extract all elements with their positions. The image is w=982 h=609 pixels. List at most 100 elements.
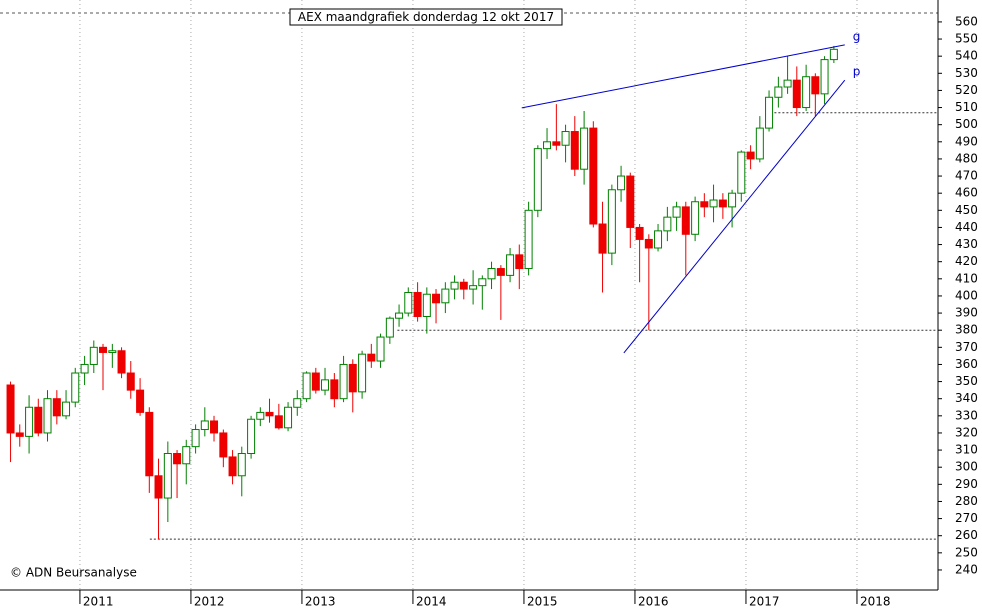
- candle-body: [376, 336, 385, 362]
- y-tick-label: 540: [955, 49, 978, 63]
- candle-body: [126, 372, 135, 391]
- candle-body: [228, 456, 237, 477]
- candle-body: [450, 281, 459, 290]
- candle-body: [404, 292, 413, 314]
- candle-body: [385, 317, 394, 338]
- candle-body: [422, 293, 431, 317]
- candle-body: [746, 151, 755, 160]
- candle-body: [700, 201, 709, 208]
- candle-body: [829, 48, 838, 61]
- y-tick-label: 360: [955, 357, 978, 371]
- y-tick-label: 430: [955, 237, 978, 251]
- x-tick-label: 2013: [305, 595, 336, 609]
- y-tick-label: 370: [955, 340, 978, 354]
- y-tick-label: 280: [955, 494, 978, 508]
- candle-body: [173, 453, 182, 465]
- candle-body: [43, 398, 52, 434]
- candle-body: [617, 175, 626, 191]
- x-tick-label: 2017: [749, 595, 780, 609]
- candle-body: [506, 254, 515, 276]
- trend-line: [623, 79, 846, 354]
- candle-body: [136, 389, 145, 413]
- candle-body: [755, 127, 764, 160]
- y-tick-label: 390: [955, 306, 978, 320]
- candle-body: [358, 353, 367, 393]
- candle-body: [62, 401, 71, 417]
- y-tick-label: 320: [955, 425, 978, 439]
- candle-body: [737, 151, 746, 194]
- candle-body: [654, 230, 663, 249]
- y-tick-label: 560: [955, 14, 978, 28]
- y-tick-label: 290: [955, 477, 978, 491]
- candle-body: [681, 206, 690, 235]
- candle-body: [561, 131, 570, 146]
- candle-body: [635, 226, 644, 240]
- candle-body: [145, 411, 154, 477]
- candle-body: [274, 415, 283, 429]
- candle-body: [432, 293, 441, 304]
- candle-body: [589, 127, 598, 225]
- y-tick-label: 420: [955, 254, 978, 268]
- candle-body: [200, 420, 209, 431]
- candle-body: [774, 86, 783, 98]
- candle-body: [163, 453, 172, 499]
- candle-body: [348, 363, 357, 393]
- x-tick-label: 2014: [416, 595, 447, 609]
- candle-body: [247, 418, 256, 455]
- candle-body: [570, 131, 579, 170]
- y-tick-label: 480: [955, 151, 978, 165]
- candle-body: [117, 350, 126, 374]
- y-tick-label: 510: [955, 100, 978, 114]
- candle-body: [709, 199, 718, 208]
- y-tick-label: 440: [955, 220, 978, 234]
- y-tick-label: 260: [955, 528, 978, 542]
- trend-line: [521, 44, 845, 109]
- y-tick-label: 530: [955, 66, 978, 80]
- y-tick-label: 340: [955, 391, 978, 405]
- candle-body: [339, 363, 348, 400]
- candle-body: [302, 372, 311, 400]
- x-tick-label: 2015: [527, 595, 558, 609]
- y-tick-label: 330: [955, 408, 978, 422]
- y-tick-label: 250: [955, 545, 978, 559]
- candle-body: [15, 432, 24, 437]
- candle-body: [607, 189, 616, 254]
- candle-body: [691, 201, 700, 235]
- candle-body: [524, 209, 533, 270]
- candle-body: [34, 406, 43, 434]
- grid: 240 250 260 270 280 290 300 310 320 330 340 350 360 3…: [79, 0, 978, 609]
- x-tick-label: 2011: [83, 595, 114, 609]
- x-tick-label: 2012: [194, 595, 225, 609]
- candle-body: [441, 288, 450, 304]
- candle-body: [108, 350, 117, 353]
- y-tick-label: 270: [955, 511, 978, 525]
- y-tick-label: 380: [955, 323, 978, 337]
- candle-body: [552, 141, 561, 146]
- y-tick-label: 400: [955, 288, 978, 302]
- candle-body: [413, 292, 422, 317]
- candle-body: [154, 475, 163, 499]
- candle-body: [330, 379, 339, 400]
- y-tick-label: 350: [955, 374, 978, 388]
- trend-label: g: [853, 29, 861, 43]
- candle-body: [293, 398, 302, 408]
- candle-body: [99, 346, 108, 353]
- candle-body: [395, 312, 404, 319]
- candle-body: [543, 141, 552, 150]
- candle-body: [321, 379, 330, 391]
- candle-body: [580, 127, 589, 170]
- candle-body: [515, 254, 524, 270]
- candle-body: [71, 372, 80, 403]
- candle-body: [52, 398, 61, 417]
- trend-label: p: [853, 65, 861, 79]
- y-tick-label: 310: [955, 443, 978, 457]
- candle-body: [496, 268, 505, 276]
- candle-body: [284, 406, 293, 429]
- y-tick-label: 550: [955, 32, 978, 46]
- marks: gp: [6, 29, 861, 540]
- candle-body: [783, 79, 792, 88]
- candle-body: [237, 453, 246, 477]
- candle-body: [80, 363, 89, 374]
- candle-body: [533, 148, 542, 211]
- candle-body: [663, 216, 672, 232]
